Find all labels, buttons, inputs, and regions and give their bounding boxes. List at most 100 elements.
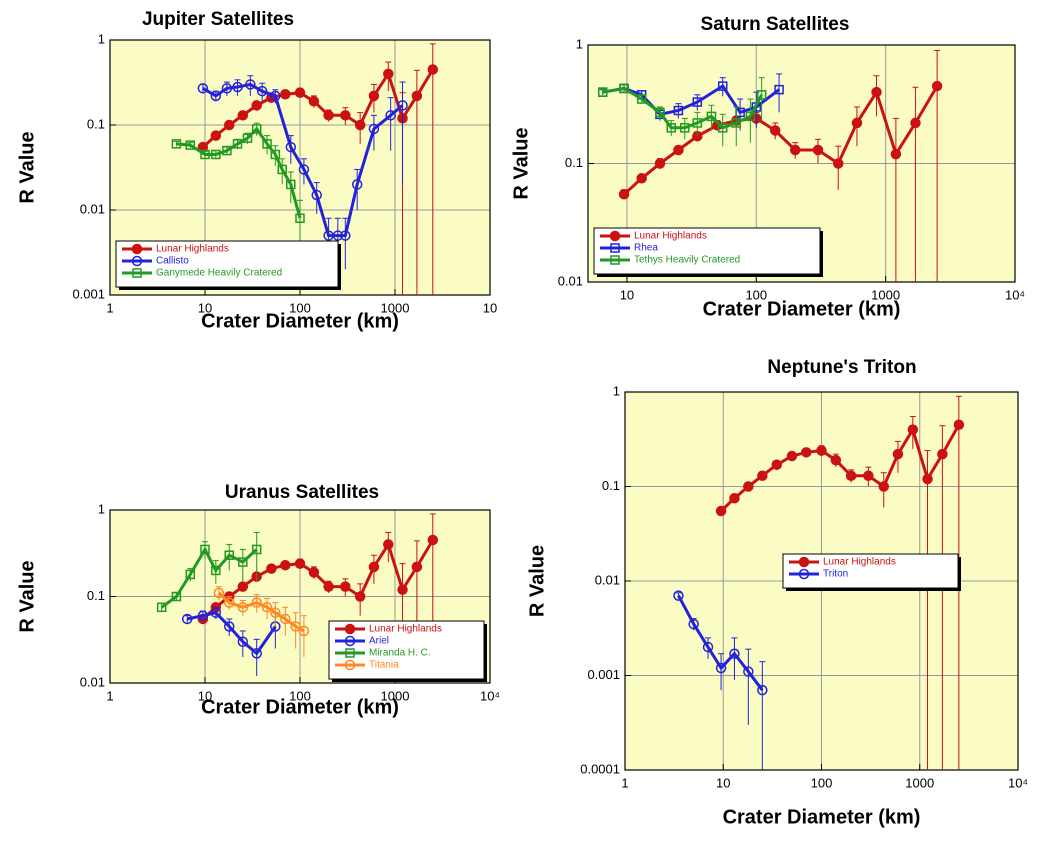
- marker: [427, 534, 439, 546]
- marker: [131, 255, 143, 267]
- marker: [907, 424, 919, 435]
- y-tick-label: 0.01: [558, 273, 583, 288]
- marker: [210, 607, 222, 618]
- marker: [385, 110, 396, 121]
- marker: [922, 473, 933, 485]
- series-line: [677, 594, 764, 692]
- marker: [673, 144, 684, 156]
- marker: [383, 68, 394, 80]
- y-tick-label: 1: [98, 501, 105, 516]
- marker: [294, 87, 306, 98]
- marker: [610, 255, 620, 265]
- y-tick-label: 0.001: [587, 667, 620, 682]
- marker: [680, 123, 690, 133]
- marker: [666, 123, 676, 133]
- y-tick-label: 0.001: [72, 286, 105, 301]
- marker: [618, 189, 630, 200]
- chart-panel: Jupiter Satellites Crater Diameter (km) R …: [16, 9, 497, 332]
- legend-label: Lunar Highlands: [156, 244, 229, 255]
- marker: [798, 556, 810, 568]
- legend-box: [115, 240, 339, 288]
- marker: [232, 139, 243, 149]
- marker: [224, 119, 235, 131]
- marker: [131, 243, 143, 255]
- marker: [200, 544, 210, 555]
- marker: [344, 635, 356, 647]
- marker: [655, 107, 665, 118]
- marker: [298, 164, 310, 175]
- marker: [256, 85, 268, 97]
- marker: [771, 459, 782, 470]
- marker: [210, 130, 222, 141]
- marker: [368, 123, 380, 135]
- plot-frame: [624, 391, 1019, 771]
- marker: [261, 602, 273, 613]
- marker: [222, 145, 232, 156]
- x-tick-label: 1: [106, 688, 113, 703]
- marker: [789, 144, 801, 156]
- marker: [878, 481, 889, 492]
- marker: [280, 89, 291, 100]
- marker: [242, 133, 253, 143]
- legend-label: Lunar Highlands: [369, 624, 442, 635]
- marker: [609, 230, 621, 242]
- marker: [197, 610, 209, 621]
- marker: [270, 90, 281, 102]
- marker: [845, 470, 857, 481]
- marker: [397, 100, 408, 111]
- marker: [931, 80, 943, 92]
- error-bar: [282, 606, 289, 636]
- marker: [270, 607, 281, 618]
- marker: [251, 124, 262, 134]
- marker: [717, 81, 728, 91]
- y-axis-label: R Value: [510, 127, 532, 199]
- y-tick-label: 0.01: [80, 201, 105, 216]
- marker: [340, 230, 351, 241]
- marker: [237, 602, 249, 613]
- x-tick-label: 1: [621, 775, 628, 790]
- marker: [311, 189, 322, 201]
- marker: [692, 118, 703, 128]
- error-bar: [759, 661, 766, 770]
- marker: [830, 454, 842, 466]
- marker: [237, 110, 249, 121]
- marker: [757, 684, 768, 696]
- marker: [745, 111, 756, 122]
- marker: [729, 493, 740, 504]
- x-tick-label: 1000: [381, 300, 410, 315]
- marker: [688, 618, 699, 630]
- marker: [715, 662, 727, 674]
- y-axis-label: R Value: [526, 545, 548, 617]
- plot-content: [597, 49, 943, 282]
- marker: [636, 173, 647, 184]
- marker: [251, 648, 262, 659]
- plot-content: [171, 43, 439, 295]
- y-tick-label: 0.1: [602, 478, 620, 493]
- error-bar: [272, 602, 279, 627]
- x-tick-label: 100: [289, 688, 311, 703]
- marker: [294, 558, 306, 569]
- marker: [197, 83, 209, 94]
- marker: [368, 561, 380, 573]
- y-tick-label: 0.1: [87, 588, 105, 603]
- marker: [156, 602, 167, 613]
- marker: [308, 567, 320, 578]
- marker: [743, 666, 754, 677]
- legend-label: Lunar Highlands: [634, 231, 707, 242]
- x-tick-label: 10⁴: [1008, 775, 1028, 790]
- marker: [702, 641, 714, 653]
- y-tick-label: 1: [98, 31, 105, 46]
- marker: [286, 179, 296, 190]
- marker: [132, 268, 142, 278]
- marker: [354, 119, 366, 131]
- chart-panel: Neptune's Triton Crater Diameter (km) R Va…: [526, 357, 1028, 828]
- marker: [774, 84, 784, 95]
- marker: [717, 123, 728, 133]
- marker: [368, 90, 380, 102]
- marker: [295, 213, 305, 223]
- x-tick-label: 100: [811, 775, 833, 790]
- marker: [863, 470, 874, 481]
- marker: [351, 179, 363, 190]
